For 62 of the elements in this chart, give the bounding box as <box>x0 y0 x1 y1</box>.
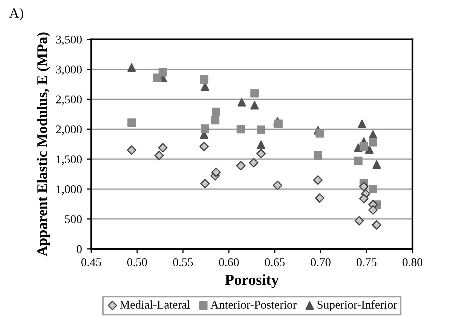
y-tick-label: 0 <box>76 245 82 254</box>
point <box>127 146 137 156</box>
point <box>211 116 220 125</box>
chart-title: A) <box>10 8 24 21</box>
point <box>250 101 260 110</box>
point <box>372 160 382 169</box>
point <box>249 158 259 168</box>
point <box>158 68 168 77</box>
point <box>354 216 364 226</box>
point <box>360 142 368 151</box>
point <box>212 168 222 178</box>
point <box>200 179 210 189</box>
y-tick-label: 2,000 <box>56 126 82 136</box>
point <box>365 146 374 154</box>
point <box>369 138 378 147</box>
point <box>274 120 283 128</box>
y-tick-label: 3,500 <box>56 36 82 46</box>
point <box>257 126 266 134</box>
point <box>212 108 221 116</box>
point <box>128 64 136 72</box>
point <box>257 140 266 150</box>
point <box>315 194 325 203</box>
y-tick-label: 3,000 <box>56 66 82 76</box>
point <box>359 182 369 192</box>
point <box>359 194 369 204</box>
y-tick-label: 500 <box>65 215 82 224</box>
point <box>316 129 324 138</box>
x-tick-label: 0.50 <box>127 258 148 267</box>
x-tick-label: 0.65 <box>265 258 285 267</box>
point <box>158 143 168 153</box>
point <box>236 161 246 171</box>
point <box>372 220 382 230</box>
point <box>256 149 266 159</box>
point <box>154 151 164 160</box>
point <box>201 124 210 134</box>
y-axis-title: Apparent Elastic Modulus, E (MPa) <box>37 32 50 257</box>
x-tick-label: 0.70 <box>311 258 331 267</box>
legend-label: Superior-Inferior <box>318 300 398 312</box>
y-tick-label: 2,500 <box>56 96 82 106</box>
legend-label: Anterior-Posterior <box>210 301 297 309</box>
point <box>200 75 209 84</box>
point <box>354 156 363 166</box>
legend-label: Medial-Lateral <box>120 300 190 309</box>
point <box>236 125 246 134</box>
point <box>200 142 210 152</box>
point <box>358 120 366 128</box>
x-tick-label: 0.60 <box>219 258 240 267</box>
point <box>369 185 378 194</box>
y-tick-label: 1,000 <box>56 186 82 196</box>
point <box>314 152 322 160</box>
x-tick-label: 0.45 <box>82 258 102 267</box>
point <box>238 98 246 107</box>
point <box>273 180 283 190</box>
point <box>128 118 136 128</box>
point <box>368 206 378 215</box>
x-tick-label: 0.75 <box>356 258 377 267</box>
point <box>313 176 323 186</box>
x-tick-label: 0.80 <box>402 258 423 267</box>
y-tick-label: 1,500 <box>56 156 82 166</box>
x-axis-title: Porosity <box>225 274 279 288</box>
point <box>250 89 260 98</box>
x-tick-label: 0.55 <box>173 258 194 267</box>
